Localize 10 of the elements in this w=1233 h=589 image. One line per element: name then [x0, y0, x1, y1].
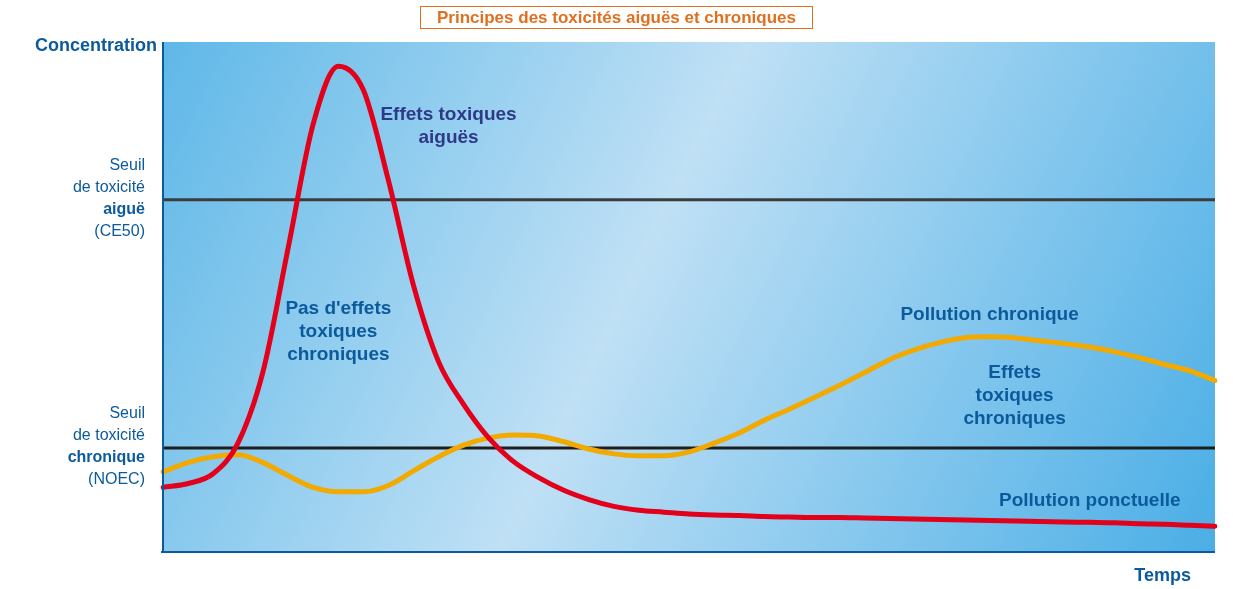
- annotation: Effets toxiques chroniques: [963, 360, 1066, 428]
- annotation: Effets toxiques aiguës: [380, 103, 517, 148]
- chart-title: Principes des toxicités aiguës et chroniques: [419, 6, 813, 29]
- y-axis-title: Concentration: [34, 34, 157, 55]
- series-label: Pollution chronique: [900, 303, 1079, 325]
- x-axis-title: Temps: [1134, 564, 1191, 585]
- ref-line-label: Seuil de toxicité aiguë (CE50): [72, 156, 146, 240]
- ref-line-label: Seuil de toxicité chronique (NOEC): [67, 404, 146, 488]
- annotation: Pas d'effets toxiques chroniques: [285, 297, 392, 365]
- series-label: Pollution ponctuelle: [998, 488, 1181, 510]
